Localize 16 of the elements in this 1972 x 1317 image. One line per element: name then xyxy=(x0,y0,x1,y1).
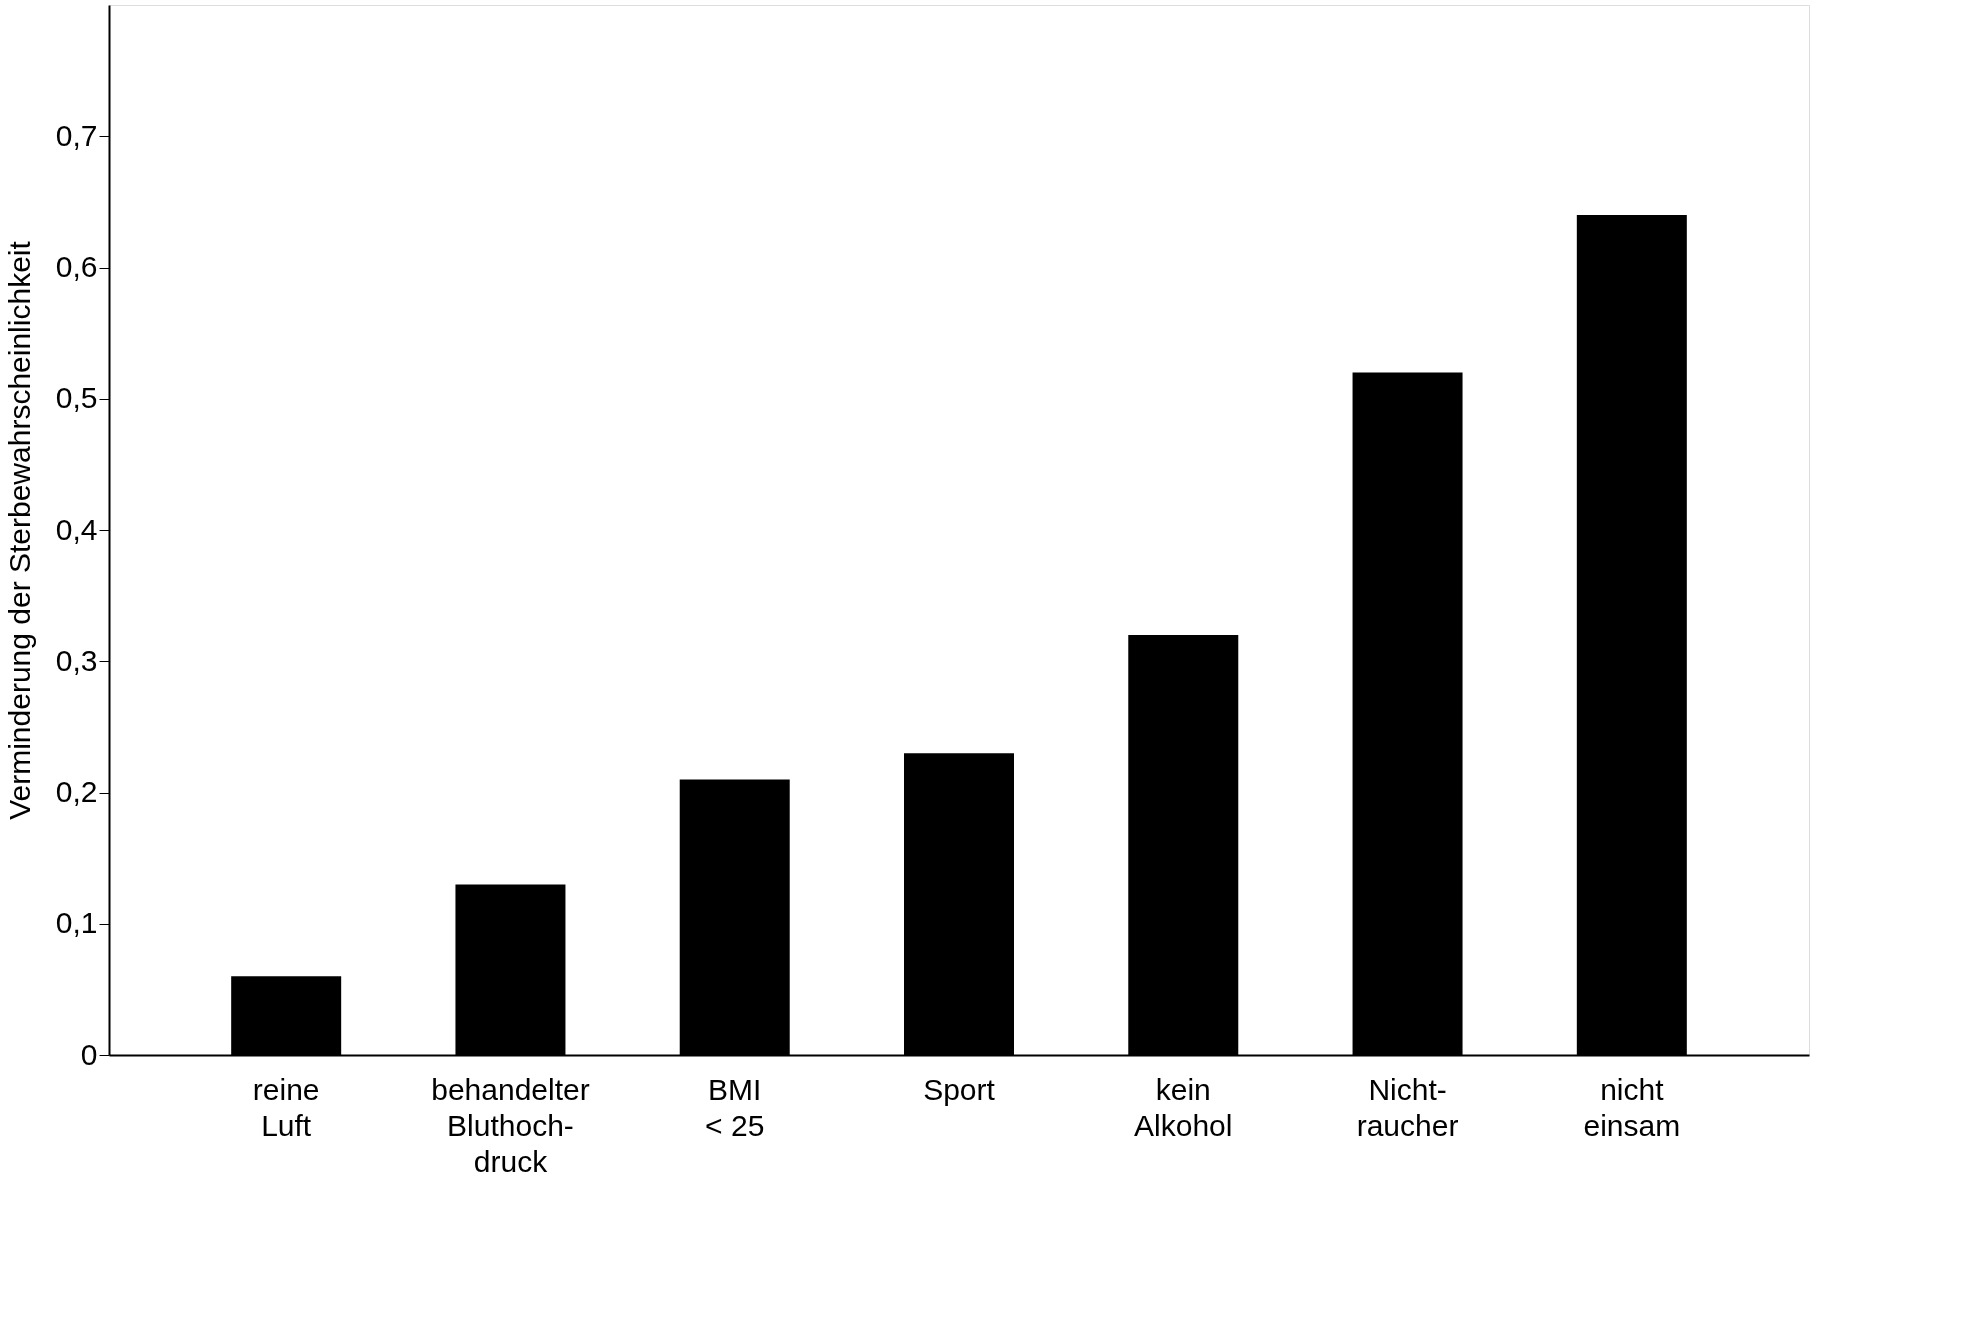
y-tick-label: 0,7 xyxy=(55,118,98,152)
y-tick-label: 0 xyxy=(80,1037,98,1071)
x-tick-label: BMI < 25 xyxy=(705,1072,765,1142)
x-tick-label: Sport xyxy=(923,1072,996,1106)
x-tick-label: behandelter Bluthoch- druck xyxy=(431,1072,590,1178)
y-axis-title: Verminderung der Sterbewahrscheinlichkeit xyxy=(2,240,36,820)
x-tick-label: nicht einsam xyxy=(1583,1072,1681,1142)
x-tick-label: reine Luft xyxy=(252,1072,320,1142)
y-tick-label: 0,4 xyxy=(55,512,98,546)
y-tick-label: 0,1 xyxy=(55,906,98,940)
x-tick-label: Nicht- raucher xyxy=(1356,1072,1459,1142)
y-tick-label: 0,5 xyxy=(55,381,98,415)
y-tick-label: 0,6 xyxy=(55,250,98,283)
y-tick-label: 0,3 xyxy=(55,643,98,677)
x-tick-label: kein Alkohol xyxy=(1134,1072,1233,1142)
y-tick-label: 0,2 xyxy=(55,775,98,808)
